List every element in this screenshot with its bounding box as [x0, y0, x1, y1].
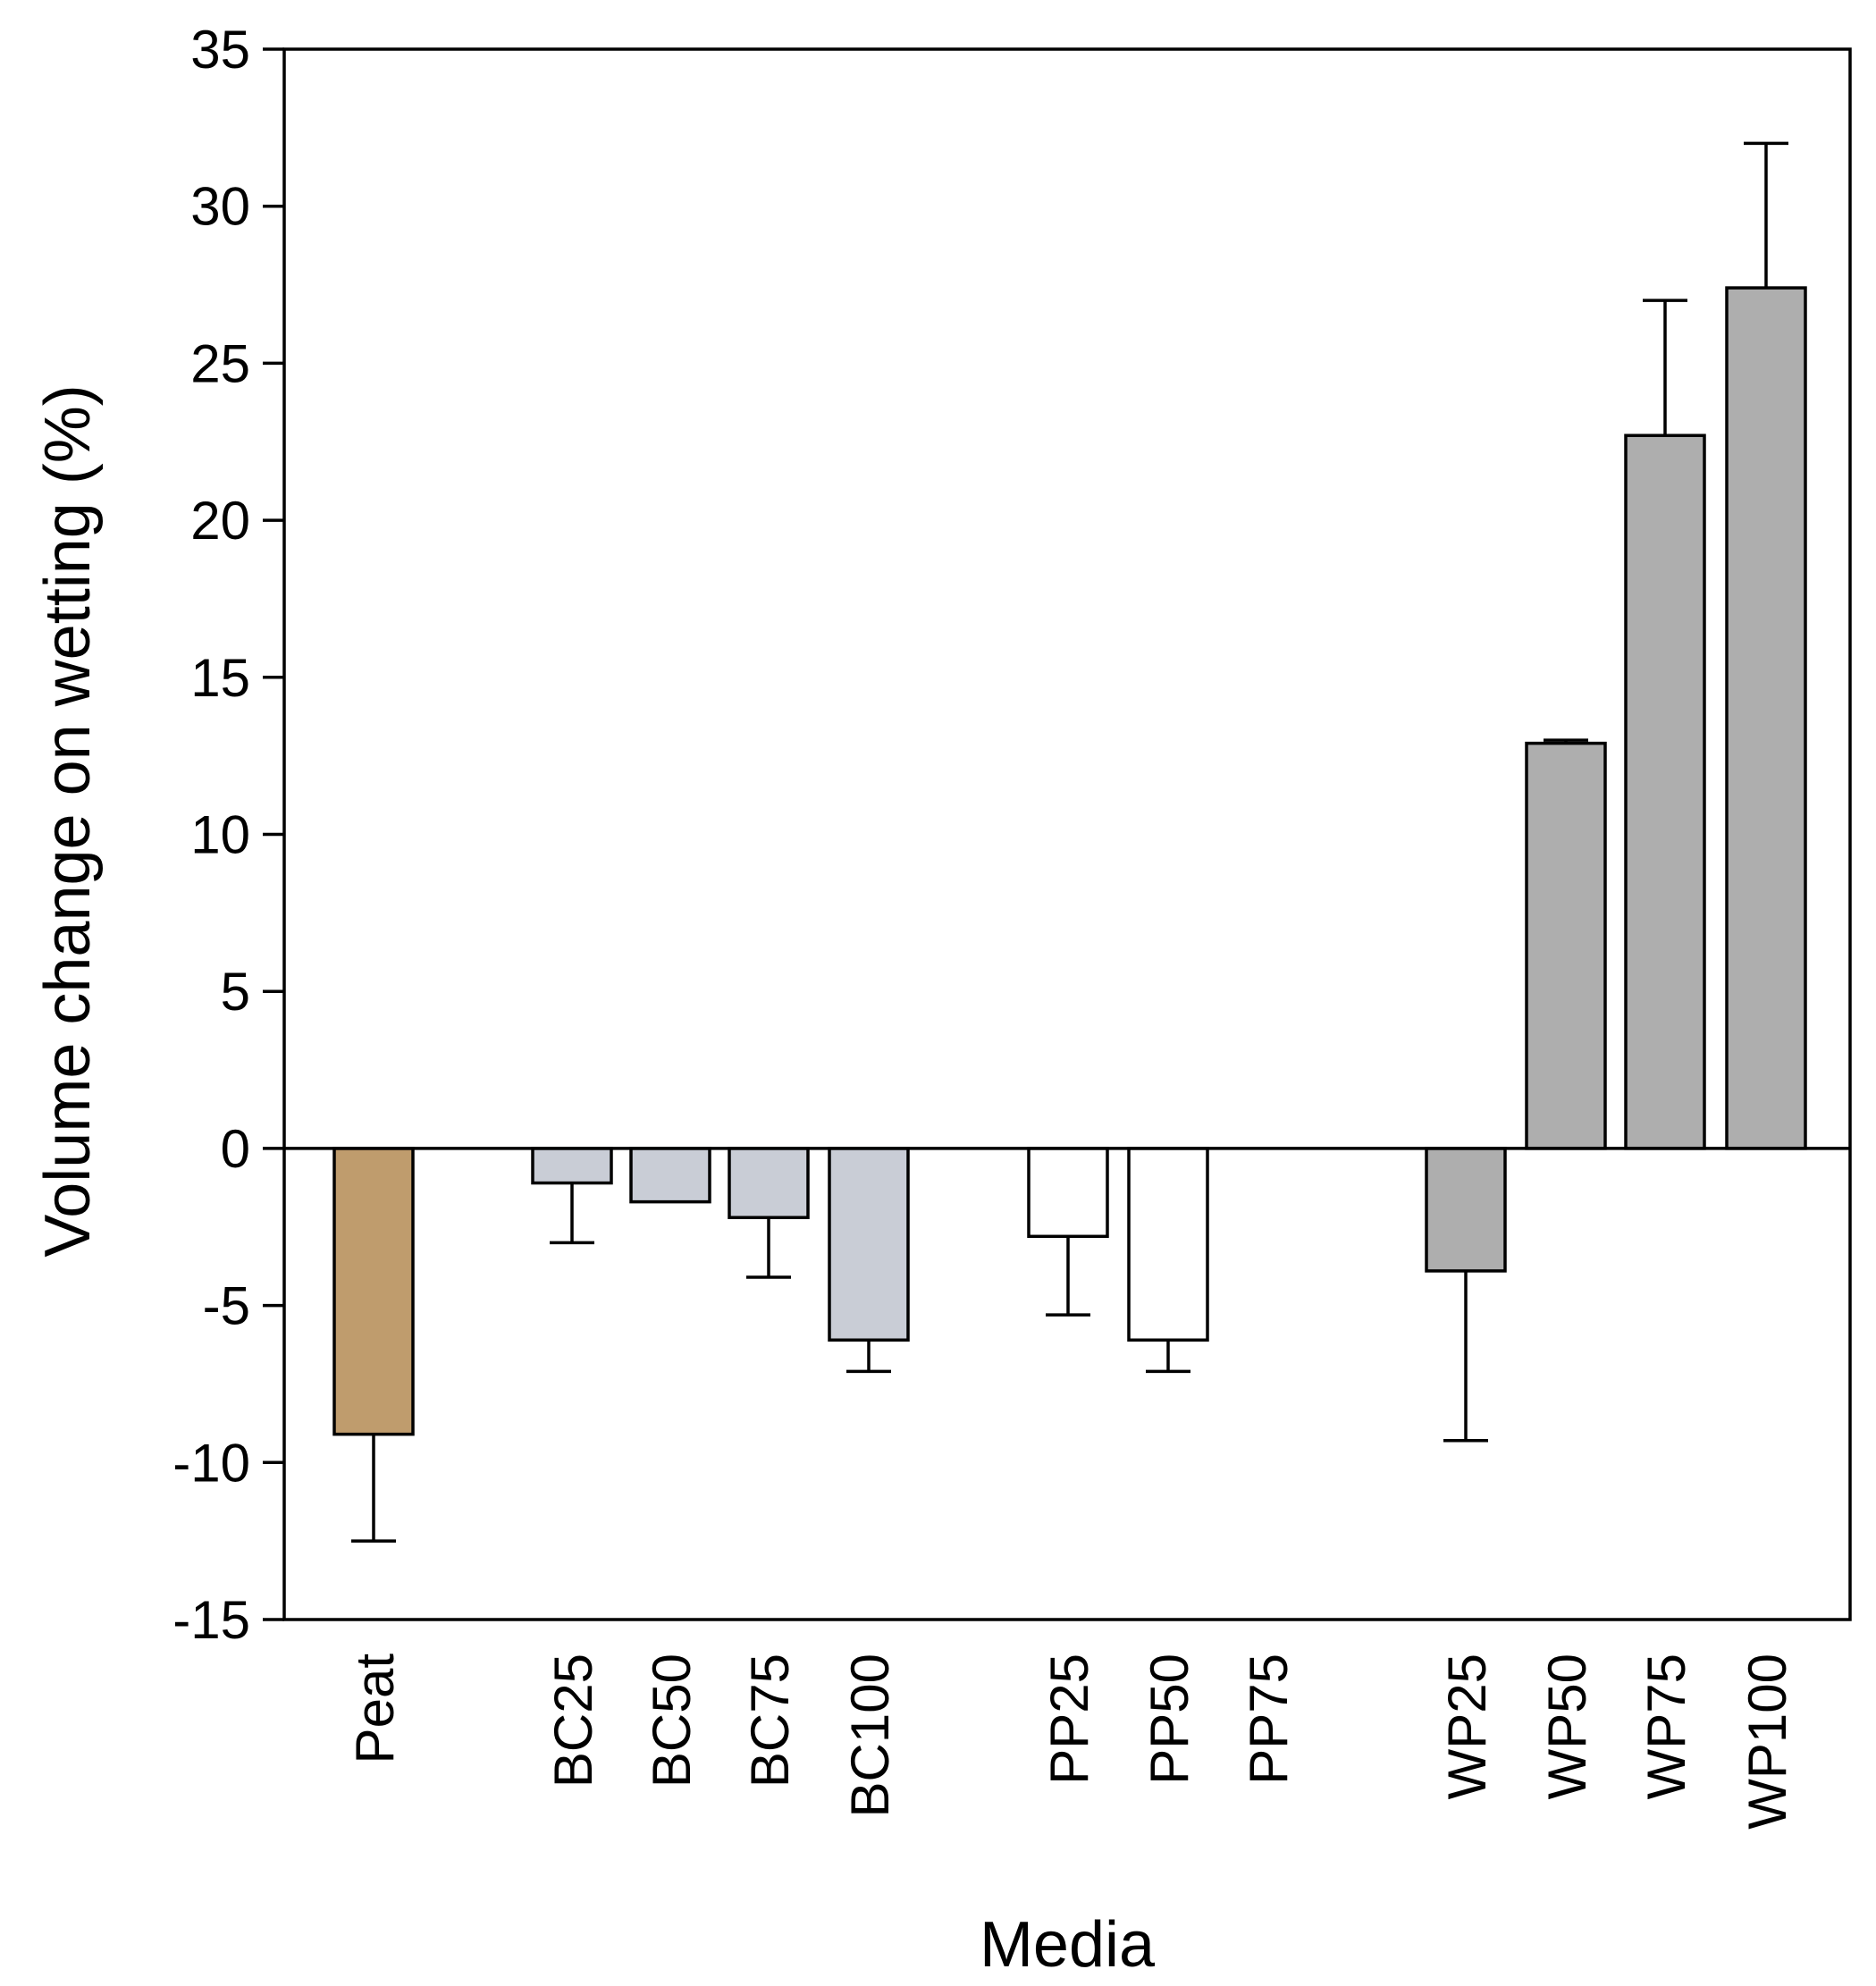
- x-tick-label-wp50: WP50: [1537, 1654, 1597, 1799]
- y-tick-label-10: 10: [190, 805, 250, 865]
- y-tick-label--10: -10: [172, 1433, 250, 1493]
- bar-wp25: [1425, 1147, 1507, 1273]
- x-tick-label-pp50: PP50: [1140, 1654, 1199, 1785]
- plot-frame: [282, 47, 1852, 1621]
- error-bar-bc100: [846, 1340, 891, 1374]
- bars-layer: [332, 286, 1807, 1436]
- y-tick-label-35: 35: [190, 20, 250, 80]
- x-tick-label-bc50: BC50: [642, 1654, 702, 1788]
- bar-bc25: [531, 1147, 613, 1185]
- y-tick-label-25: 25: [190, 333, 250, 393]
- x-tick-label-wp100: WP100: [1737, 1654, 1797, 1830]
- y-tick-label-20: 20: [190, 491, 250, 551]
- error-bar-wp50: [1544, 738, 1588, 744]
- y-axis-title: Volume change on wetting (%): [32, 384, 104, 1258]
- error-bar-bc75: [746, 1217, 791, 1279]
- x-tick-label-bc100: BC100: [840, 1654, 900, 1817]
- error-bars-layer: [351, 141, 1788, 1543]
- y-tick-label-0: 0: [221, 1119, 250, 1179]
- x-tick-label-bc75: BC75: [740, 1654, 800, 1788]
- labels-layer: Peat BC25 BC50 BC75 BC100 PP25 PP50 PP75 WP25 WP5…: [172, 20, 1797, 1830]
- error-bar-wp25: [1443, 1270, 1488, 1443]
- bar-wp75: [1624, 433, 1706, 1150]
- bar-pp25: [1027, 1147, 1109, 1239]
- bar-bc75: [728, 1147, 810, 1219]
- y-tick-label-5: 5: [221, 962, 250, 1022]
- y-tick-label--5: -5: [203, 1276, 250, 1336]
- error-bar-wp100: [1744, 141, 1788, 289]
- error-bar-pp50: [1146, 1340, 1190, 1374]
- x-tick-label-wp75: WP75: [1636, 1654, 1696, 1799]
- error-bar-peat: [351, 1434, 396, 1543]
- bar-bc50: [629, 1147, 711, 1204]
- error-bar-bc25: [550, 1182, 594, 1245]
- x-tick-label-bc25: BC25: [543, 1654, 603, 1788]
- error-bar-pp25: [1046, 1236, 1090, 1317]
- y-tick-label-15: 15: [190, 648, 250, 708]
- bar-bc100: [828, 1147, 910, 1342]
- x-axis-title: Media: [980, 1909, 1156, 1981]
- y-tick-label--15: -15: [172, 1590, 250, 1650]
- x-tick-label-pp25: PP25: [1039, 1654, 1099, 1785]
- x-tick-label-wp25: WP25: [1437, 1654, 1497, 1799]
- error-bar-wp75: [1643, 299, 1687, 436]
- bar-peat: [332, 1147, 415, 1436]
- bar-wp100: [1725, 286, 1807, 1150]
- x-tick-label-pp75: PP75: [1239, 1654, 1299, 1785]
- bar-pp50: [1127, 1147, 1209, 1342]
- bar-wp50: [1525, 741, 1607, 1150]
- axes-layer: [263, 47, 1852, 1621]
- y-tick-label-30: 30: [190, 177, 250, 237]
- x-tick-label-peat: Peat: [345, 1654, 405, 1764]
